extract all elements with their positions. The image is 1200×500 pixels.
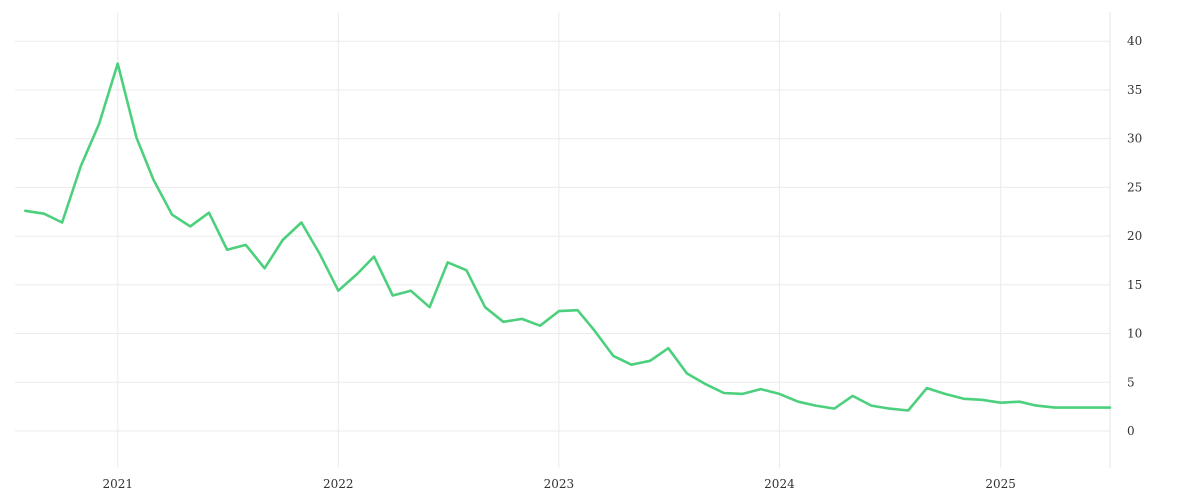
y-tick-label: 40: [1127, 34, 1142, 48]
y-tick-label: 15: [1127, 278, 1142, 292]
series-line: [23, 62, 1112, 412]
x-tick-label: 2021: [102, 477, 133, 491]
y-tick-label: 5: [1127, 375, 1135, 389]
grid-layer: [15, 12, 1110, 468]
y-tick-label: 35: [1127, 83, 1142, 97]
y-tick-label: 30: [1127, 132, 1142, 146]
series-layer: [23, 62, 1112, 412]
y-tick-label: 25: [1127, 180, 1142, 194]
x-tick-label: 2023: [544, 477, 575, 491]
x-tick-label: 2025: [985, 477, 1016, 491]
y-tick-label: 10: [1127, 327, 1142, 341]
y-tick-label: 20: [1127, 229, 1142, 243]
x-tick-label: 2024: [764, 477, 795, 491]
y-tick-label: 0: [1127, 424, 1135, 438]
x-tick-label: 2022: [323, 477, 354, 491]
